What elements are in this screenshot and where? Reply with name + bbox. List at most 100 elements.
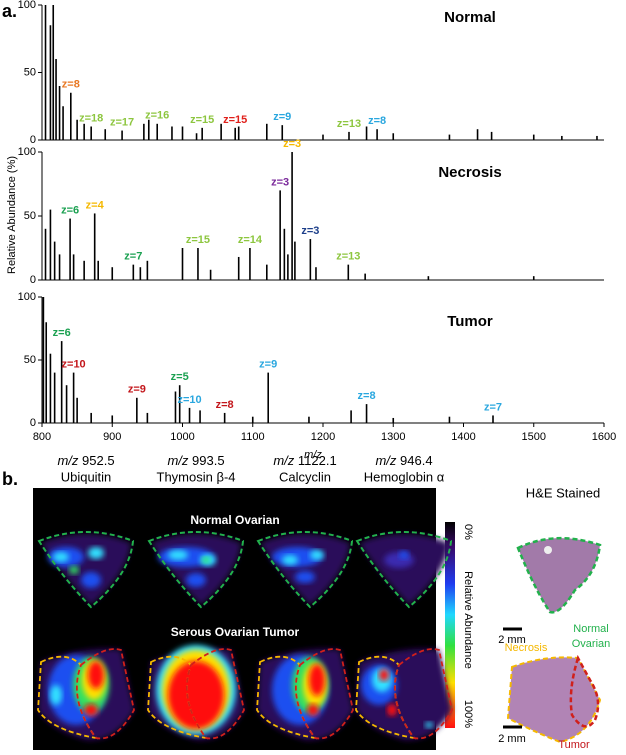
tumor-outline (185, 648, 245, 740)
intensity (202, 557, 210, 563)
heatmap-normal (256, 531, 354, 609)
chart-title: Normal (444, 9, 496, 26)
peak-annotation: z=9 (128, 384, 146, 396)
peak-annotation: z=10 (62, 359, 86, 371)
y-tick-label: 100 (18, 146, 36, 158)
intensity (399, 551, 409, 559)
heatmap-normal (37, 531, 135, 609)
heatmap-tumor (147, 645, 245, 741)
intensity (186, 573, 206, 587)
he-tumor-image (506, 656, 602, 744)
peak-annotation: z=3 (283, 138, 301, 150)
charge: (z=16) (385, 485, 422, 500)
peak-annotation: z=17 (110, 116, 134, 128)
peak-annotation: z=9 (259, 359, 277, 371)
intensity (387, 704, 397, 716)
intensity (88, 547, 104, 559)
colorbar-label: Relative Abundance (462, 571, 474, 669)
x-tick-label: 1600 (592, 431, 616, 443)
peak-annotation: z=5 (171, 371, 189, 383)
intensity (307, 704, 319, 716)
colorbar-label: 100% (462, 700, 474, 728)
chart-title: Tumor (447, 313, 493, 330)
heatmap-normal (147, 531, 245, 609)
y-tick-label: 0 (30, 417, 36, 429)
panel-label: b. (2, 469, 18, 489)
peak-annotation: z=13 (336, 251, 360, 263)
column-header: m/z 1122.1 (273, 453, 336, 468)
he-label: Ovarian (572, 638, 611, 650)
x-tick-label: 1200 (311, 431, 335, 443)
peak-annotation: z=7 (124, 251, 142, 263)
intensity (384, 552, 414, 568)
y-axis-label: Relative Abundance (%) (6, 156, 18, 274)
peak-annotation: z=8 (62, 79, 80, 91)
x-tick-label: 1500 (522, 431, 546, 443)
panel-label: a. (2, 1, 17, 21)
he-title: H&E Stained (526, 485, 600, 500)
protein-name: Thymosin β-4 (157, 469, 236, 484)
x-tick-label: 1300 (381, 431, 405, 443)
intensity (88, 661, 104, 689)
he-normal-image (516, 537, 602, 614)
intensity (425, 722, 433, 728)
heatmap-tumor (256, 648, 354, 741)
peak-annotation: z=3 (271, 176, 289, 188)
y-tick-label: 50 (24, 66, 36, 78)
colorbar-label: 0% (462, 524, 474, 540)
heatmap-tumor (37, 648, 135, 741)
mz-prefix: m/z (57, 453, 78, 468)
peak-annotation: z=18 (79, 112, 103, 124)
necrosis-outline (37, 655, 99, 740)
x-tick-label: 900 (103, 431, 121, 443)
y-tick-label: 50 (24, 210, 36, 222)
mz-prefix: m/z (167, 453, 188, 468)
mz-value: 1122.1 (298, 453, 337, 468)
heatmap-tumor (355, 648, 453, 741)
colorbar (445, 522, 455, 728)
tumor-outline (294, 648, 354, 740)
tissue-outline (355, 531, 453, 609)
he-detail (544, 546, 552, 554)
intensity (379, 669, 389, 681)
he-label: Tumor (558, 739, 590, 751)
necrosis-outline (147, 655, 209, 740)
charge: (z=9) (290, 485, 320, 500)
tumor-outline (569, 654, 600, 728)
protein-name: Ubiquitin (61, 469, 112, 484)
protein-name: Calcyclin (279, 469, 331, 484)
peak-annotation: z=6 (61, 204, 79, 216)
charge: (z=9) (71, 485, 101, 500)
x-tick-label: 800 (33, 431, 51, 443)
tissue-outline (256, 531, 354, 609)
mz-value: 993.5 (192, 453, 225, 468)
peak-annotation: z=8 (368, 115, 386, 127)
mz-value: 952.5 (82, 453, 115, 468)
peak-annotation: z=3 (301, 225, 319, 237)
peak-annotation: z=10 (177, 394, 201, 406)
peak-annotation: z=8 (216, 399, 234, 411)
intensity (310, 550, 324, 560)
peak-annotation: z=15 (186, 234, 210, 246)
x-tick-label: 1100 (241, 431, 265, 443)
he-label: Necrosis (505, 642, 548, 654)
peak-annotation: z=14 (238, 234, 263, 246)
row-label: Normal Ovarian (190, 513, 279, 527)
intensity (69, 566, 79, 574)
peak-annotation: z=15 (223, 114, 247, 126)
x-tick-label: 1000 (170, 431, 194, 443)
tissue-outline (147, 531, 245, 609)
intensity (295, 571, 315, 583)
y-tick-label: 0 (30, 274, 36, 286)
necrosis-outline (256, 655, 318, 740)
intensity (282, 555, 298, 565)
mz-value: 946.4 (400, 453, 433, 468)
tissue (359, 534, 449, 605)
peak-annotation: z=6 (53, 327, 71, 339)
y-tick-label: 100 (18, 0, 36, 11)
column-header: m/z 946.4 (375, 453, 432, 468)
intensity (168, 661, 224, 729)
he-label: Normal (573, 623, 608, 635)
x-tick-label: 1400 (451, 431, 475, 443)
